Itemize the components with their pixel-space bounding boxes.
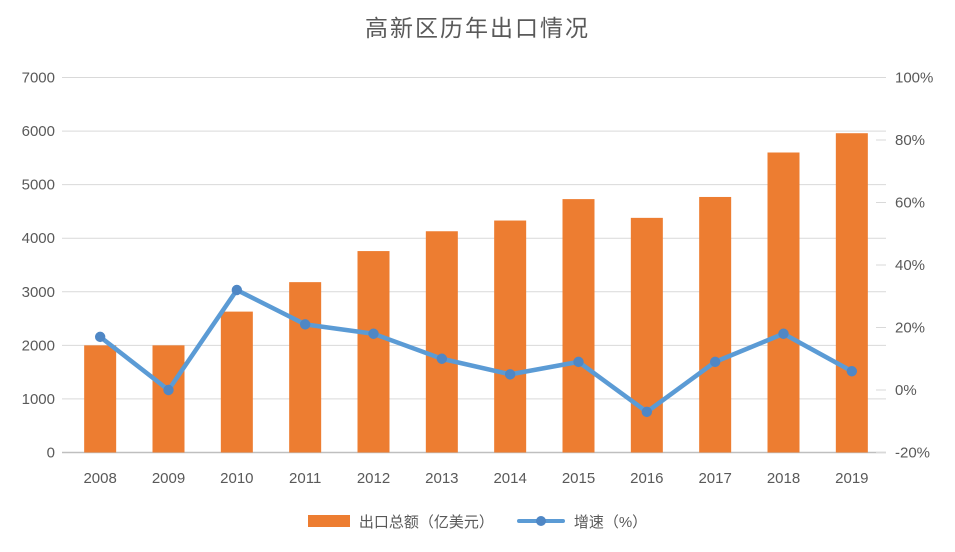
svg-text:60%: 60% (895, 195, 925, 212)
chart-legend: 出口总额（亿美元） 增速（%） (0, 508, 955, 534)
svg-text:20%: 20% (895, 320, 925, 337)
svg-text:2010: 2010 (220, 470, 253, 487)
legend-line-label: 增速（%） (573, 513, 648, 531)
legend-line-swatch-icon (516, 515, 565, 527)
svg-text:0: 0 (47, 445, 55, 462)
legend-bar-swatch-icon (307, 515, 350, 527)
svg-text:2012: 2012 (357, 470, 390, 487)
svg-text:3000: 3000 (22, 284, 55, 301)
svg-text:2019: 2019 (835, 470, 868, 487)
svg-text:4000: 4000 (22, 230, 55, 247)
chart-title: 高新区历年出口情况 (365, 16, 590, 42)
svg-text:100%: 100% (895, 70, 933, 87)
svg-text:2016: 2016 (630, 470, 663, 487)
svg-text:2017: 2017 (698, 470, 731, 487)
svg-text:2011: 2011 (289, 470, 321, 487)
svg-text:2000: 2000 (22, 337, 55, 354)
legend-bar-label: 出口总额（亿美元） (358, 513, 494, 531)
svg-text:-20%: -20% (895, 445, 930, 462)
svg-text:2014: 2014 (493, 470, 526, 487)
svg-text:0%: 0% (895, 382, 917, 399)
svg-text:6000: 6000 (22, 123, 55, 140)
svg-text:7000: 7000 (22, 70, 55, 87)
svg-text:80%: 80% (895, 132, 925, 149)
svg-text:2008: 2008 (83, 470, 116, 487)
svg-text:2015: 2015 (562, 470, 595, 487)
svg-text:40%: 40% (895, 257, 925, 274)
svg-text:2013: 2013 (425, 470, 458, 487)
svg-text:5000: 5000 (22, 177, 55, 194)
svg-text:1000: 1000 (22, 391, 55, 408)
svg-text:2018: 2018 (767, 470, 800, 487)
svg-text:2009: 2009 (152, 470, 185, 487)
